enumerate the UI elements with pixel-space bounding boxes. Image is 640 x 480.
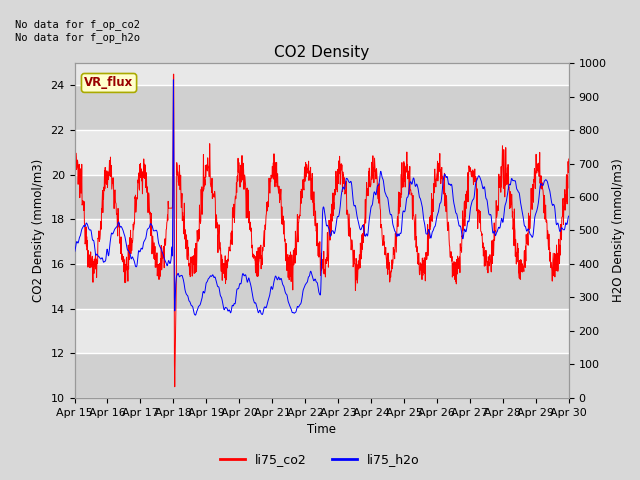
Bar: [74, 85, 569, 130]
Bar: [74, 175, 569, 219]
Y-axis label: H2O Density (mmol/m3): H2O Density (mmol/m3): [612, 158, 625, 302]
Title: CO2 Density: CO2 Density: [274, 46, 369, 60]
Legend: li75_co2, li75_h2o: li75_co2, li75_h2o: [215, 448, 425, 471]
Text: VR_flux: VR_flux: [84, 76, 134, 89]
Text: No data for f_op_co2
No data for f_op_h2o: No data for f_op_co2 No data for f_op_h2…: [15, 20, 140, 43]
Y-axis label: CO2 Density (mmol/m3): CO2 Density (mmol/m3): [32, 159, 45, 302]
Bar: [74, 353, 569, 398]
Bar: [74, 264, 569, 309]
X-axis label: Time: Time: [307, 423, 336, 436]
